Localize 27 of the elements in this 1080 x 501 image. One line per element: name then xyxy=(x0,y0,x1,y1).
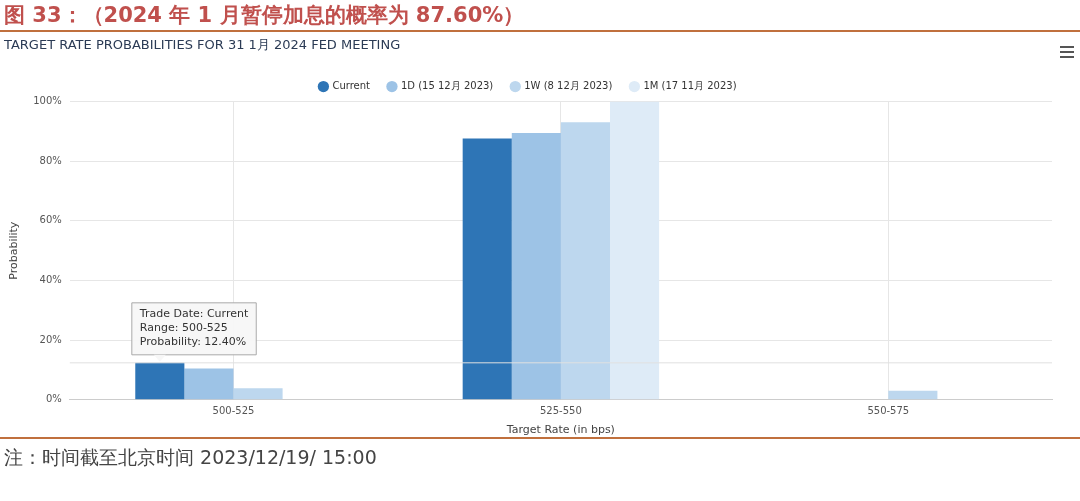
bar xyxy=(462,138,512,400)
text: 注：时间截至北京时间 2023/12/19/ 15:00 xyxy=(0,437,1080,477)
bar xyxy=(135,362,185,400)
x-tick-label: 550-575 xyxy=(867,405,910,417)
bar xyxy=(610,101,660,400)
y-tick-label: 100% xyxy=(33,95,62,107)
bar xyxy=(184,368,234,400)
y-tick-label: 60% xyxy=(39,214,62,226)
x-tick-label: 500-525 xyxy=(212,405,255,417)
y-tick-label: 40% xyxy=(39,274,62,286)
legend-label: Current xyxy=(332,80,371,92)
y-axis-title: Probability xyxy=(7,221,21,280)
y-tick-label: 80% xyxy=(39,154,62,166)
bar xyxy=(233,388,283,400)
bar xyxy=(511,132,561,400)
chart-title: 图 33：（2024 年 1 月暂停加息的概率为 87.60%） xyxy=(0,0,1080,32)
legend-label: 1M (17 11月 2023) xyxy=(643,80,737,92)
bar xyxy=(888,390,938,400)
y-tick-label: 20% xyxy=(39,333,62,345)
chart-subtitle: TARGET RATE PROBABILITIES FOR 31 1月 2024 FED MEETING xyxy=(3,37,401,53)
annotation: Trade Date: Current Range: 500-525 Probability: 12.40% xyxy=(138,307,249,349)
legend-label: 1W (8 12月 2023) xyxy=(524,80,613,92)
x-axis-title: Target Rate (in bps) xyxy=(505,423,615,437)
legend-label: 1D (15 12月 2023) xyxy=(400,80,494,92)
x-tick-label: 525-550 xyxy=(540,405,582,417)
y-tick-label: 0% xyxy=(45,393,62,405)
bar xyxy=(560,122,611,400)
